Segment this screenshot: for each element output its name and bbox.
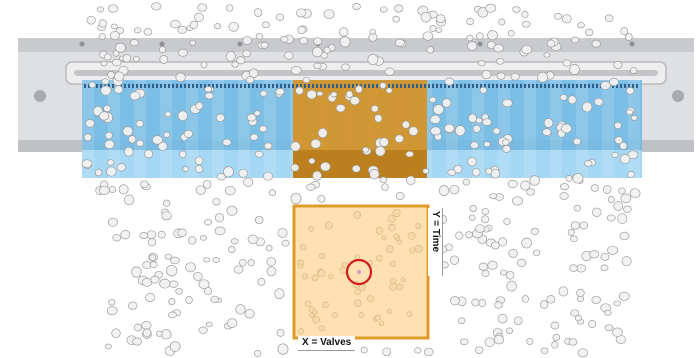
particle-dot-icons <box>81 2 641 358</box>
y-axis-label: Y = Time <box>428 208 443 276</box>
target-circle-icon <box>345 258 373 286</box>
x-axis-label: X = Valves <box>298 336 356 351</box>
zoom-detail <box>292 204 430 340</box>
side-hole-icons <box>34 90 684 102</box>
